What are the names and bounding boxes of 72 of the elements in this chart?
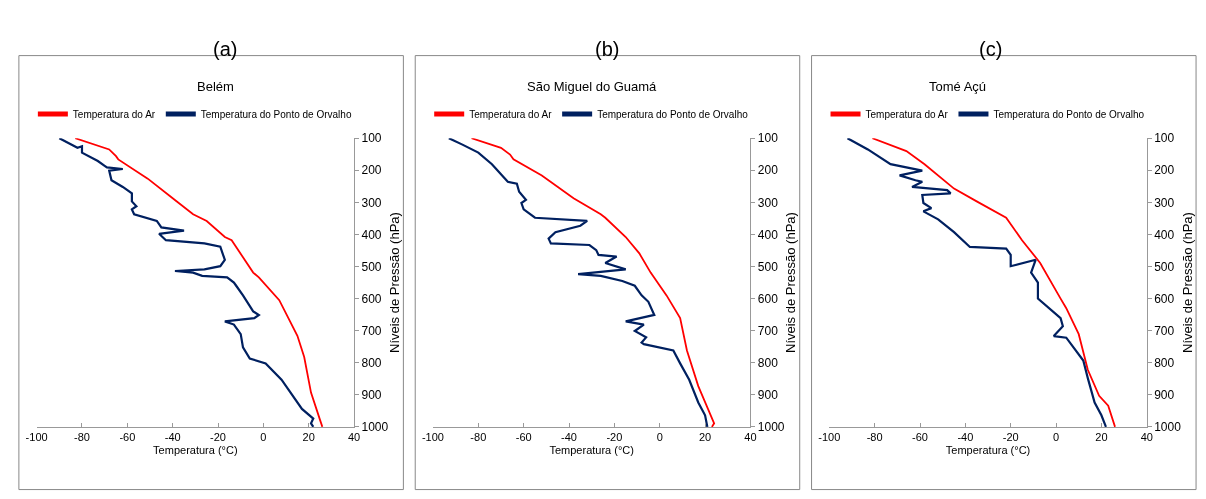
- chart-title: Tomé Açú: [929, 79, 987, 94]
- y-tick-label: 400: [757, 227, 779, 242]
- x-tick-label: -100: [25, 431, 48, 444]
- legend-label: Temperatura do Ponto de Orvalho: [993, 108, 1145, 120]
- y-tick-label: 100: [1154, 131, 1175, 146]
- legend-label: Temperatura do Ponto de Orvalho: [200, 108, 352, 120]
- y-tick-label: 900: [757, 388, 779, 402]
- x-tick-label: -40: [561, 431, 577, 444]
- x-tick-label: -60: [119, 431, 136, 444]
- y-tick-label: 300: [361, 195, 382, 210]
- x-tick-label: -100: [421, 431, 444, 444]
- x-axis-title: Temperatura (°C): [945, 444, 1031, 457]
- y-tick-label: 200: [1154, 163, 1175, 178]
- y-tick-label: 700: [1154, 323, 1175, 338]
- legend-label: Temperatura do Ar: [72, 108, 156, 120]
- x-tick-label: -20: [1002, 431, 1019, 444]
- y-tick-label: 400: [1154, 227, 1175, 242]
- text: (a): [213, 38, 238, 60]
- text: (c): [979, 38, 1003, 60]
- x-tick-label: -20: [210, 431, 226, 444]
- y-tick-label: 600: [361, 291, 382, 306]
- x-axis-title: Temperatura (°C): [153, 444, 238, 457]
- y-tick-label: 200: [361, 163, 382, 178]
- y-tick-label: 800: [361, 355, 382, 370]
- y-tick-label: 1000: [361, 420, 389, 435]
- y-tick-label: 800: [1154, 355, 1175, 370]
- y-axis-title: Níveis de Pressão (hPa): [1179, 212, 1195, 353]
- y-tick-label: 500: [1154, 259, 1175, 274]
- x-tick-label: 20: [302, 431, 315, 444]
- x-tick-label: 0: [1053, 431, 1060, 444]
- x-tick-label: -40: [957, 431, 974, 444]
- y-tick-label: 900: [361, 388, 382, 402]
- x-tick-label: -60: [912, 431, 928, 444]
- x-tick-label: 20: [1095, 431, 1108, 444]
- x-tick-label: -60: [515, 431, 532, 444]
- x-tick-label: 0: [656, 431, 663, 444]
- y-tick-label: 700: [757, 323, 779, 338]
- y-tick-label: 900: [1154, 388, 1175, 402]
- y-tick-label: 1000: [757, 420, 785, 435]
- x-tick-label: -20: [606, 431, 623, 444]
- x-tick-label: 40: [744, 431, 757, 444]
- x-tick-label: -80: [866, 431, 883, 444]
- legend-label: Temperatura do Ar: [469, 108, 553, 120]
- y-tick-label: 400: [361, 227, 382, 242]
- y-tick-label: 200: [757, 163, 779, 178]
- x-tick-label: -100: [818, 431, 841, 444]
- x-tick-label: 20: [698, 431, 712, 444]
- x-tick-label: -80: [470, 431, 487, 444]
- y-tick-label: 500: [361, 259, 382, 274]
- y-tick-label: 100: [361, 131, 382, 146]
- y-axis-title: Níveis de Pressão (hPa): [387, 212, 403, 353]
- y-tick-label: 600: [757, 291, 779, 306]
- text: (b): [595, 38, 620, 60]
- x-tick-label: -80: [74, 431, 90, 444]
- y-tick-label: 600: [1154, 291, 1175, 306]
- y-tick-label: 1000: [1154, 420, 1182, 435]
- x-tick-label: 40: [1140, 431, 1153, 444]
- y-tick-label: 800: [757, 355, 779, 370]
- x-axis-title: Temperatura (°C): [549, 444, 634, 457]
- x-tick-label: -40: [164, 431, 181, 444]
- y-tick-label: 300: [757, 195, 779, 210]
- chart-title: São Miguel do Guamá: [527, 79, 658, 94]
- x-tick-label: 0: [260, 431, 267, 444]
- legend-label: Temperatura do Ar: [865, 108, 949, 120]
- y-axis-title: Níveis de Pressão (hPa): [783, 212, 799, 353]
- x-tick-label: 40: [347, 431, 361, 444]
- y-tick-label: 300: [1154, 195, 1175, 210]
- legend-label: Temperatura do Ponto de Orvalho: [597, 108, 749, 120]
- y-tick-label: 700: [361, 323, 382, 338]
- y-tick-label: 500: [757, 259, 779, 274]
- chart-title: Belém: [197, 79, 234, 94]
- y-tick-label: 100: [757, 131, 779, 146]
